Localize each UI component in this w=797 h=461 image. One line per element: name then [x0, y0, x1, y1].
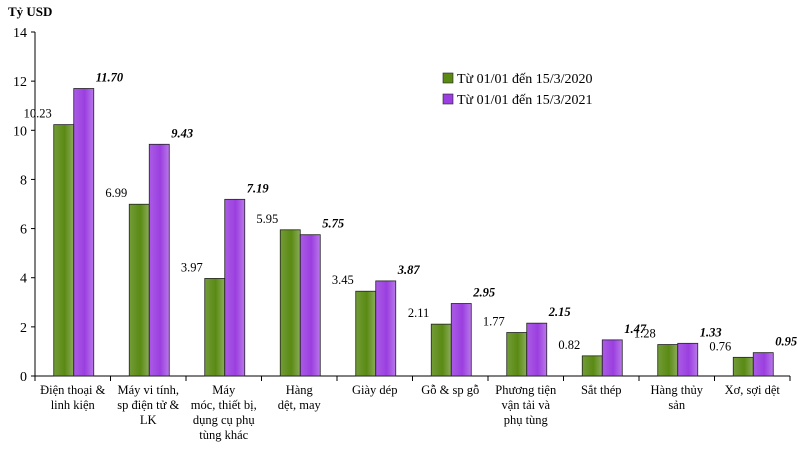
data-label-2020: 6.99 — [105, 186, 127, 200]
data-label-2020: 0.82 — [558, 338, 580, 352]
bar-2021 — [299, 234, 321, 377]
data-label-2020: 3.97 — [181, 260, 203, 274]
category-label-line: Gỗ & sp gỗ — [421, 383, 479, 397]
category-label-line: sản — [668, 398, 685, 412]
legend: Từ 01/01 đến 15/3/2020 Từ 01/01 đến 15/3/… — [442, 72, 593, 108]
legend-label: Từ 01/01 đến 15/3/2021 — [457, 93, 593, 108]
data-label-2021: 2.95 — [472, 286, 495, 300]
bar-2021 — [450, 303, 472, 377]
data-label-2021: 9.43 — [171, 126, 193, 140]
category-label-line: LK — [140, 413, 157, 427]
data-label-2021: 1.33 — [700, 325, 722, 339]
category-label-line: Máy vi tính, — [118, 383, 179, 397]
data-label-2021: 7.19 — [247, 181, 270, 195]
category-label-line: dệt, may — [278, 398, 322, 412]
data-label-2021: 1.47 — [624, 322, 647, 336]
y-tick-label: 0 — [20, 370, 27, 385]
category-label-line: linh kiện — [51, 398, 96, 412]
y-tick-label: 6 — [20, 223, 27, 238]
y-tick-label: 8 — [20, 173, 27, 188]
data-label-2020: 10.23 — [24, 107, 52, 121]
category-label-line: Giày dép — [352, 383, 397, 397]
bar-2021 — [224, 198, 246, 377]
category-label: Máy vi tính, sp điện tử & LK — [117, 383, 179, 427]
y-tick-label: 14 — [13, 26, 27, 41]
category-label-line: Điện thoại & — [40, 383, 106, 397]
data-label-2020: 1.28 — [634, 327, 656, 341]
category-label: Hàng thủy sản — [651, 383, 704, 412]
category-label-line: tùng khác — [199, 428, 248, 442]
bar-2021 — [752, 352, 774, 377]
category-label-line: Phương tiện — [495, 383, 557, 397]
category-label-line: Xơ, sợi dệt — [725, 383, 781, 397]
bar-2020 — [204, 278, 226, 377]
y-tick-label: 10 — [13, 124, 27, 139]
data-label-2021: 2.15 — [548, 305, 571, 319]
bar-2020 — [355, 290, 377, 377]
bar-2021 — [677, 342, 699, 377]
data-label-2021: 0.95 — [775, 335, 797, 349]
bar-2020 — [506, 332, 528, 377]
bar-2020 — [279, 229, 301, 377]
y-tick-label: 2 — [20, 321, 27, 336]
category-label-line: Hàng — [286, 383, 314, 397]
bar-2021 — [526, 322, 548, 377]
data-label-2020: 1.77 — [483, 315, 505, 329]
category-label: Sắt thép — [581, 383, 622, 397]
legend-swatch — [442, 72, 454, 84]
legend-swatch — [442, 93, 454, 105]
category-label-line: Hàng thủy — [651, 383, 704, 397]
category-label: Phương tiện vận tải và phụ tùng — [495, 383, 557, 427]
category-label: Hàng dệt, may — [278, 383, 322, 412]
category-label: Máy móc, thiết bị, dụng cụ phụ tùng khác — [191, 383, 257, 442]
category-label-line: dụng cụ phụ — [193, 413, 256, 427]
bar-2020 — [430, 323, 452, 377]
data-label-2020: 3.45 — [332, 273, 354, 287]
bar-2020 — [128, 203, 150, 377]
legend-label: Từ 01/01 đến 15/3/2020 — [457, 72, 593, 87]
data-labels: 10.23 11.70 6.99 9.43 3.97 7.19 5.95 5.75 3.45 3.… — [24, 71, 797, 354]
bars — [53, 88, 774, 377]
bar-2021 — [73, 88, 95, 377]
y-axis-label: Tỷ USD — [8, 4, 52, 19]
data-label-2020: 0.76 — [709, 339, 731, 353]
category-label: Gỗ & sp gỗ — [421, 383, 479, 397]
bar-2020 — [581, 355, 603, 377]
category-label-line: Sắt thép — [581, 383, 622, 397]
category-label-line: phụ tùng — [504, 413, 549, 427]
category-label-line: móc, thiết bị, — [191, 398, 257, 412]
bar-2021 — [375, 280, 397, 377]
bar-2020 — [657, 344, 679, 377]
category-label: Giày dép — [352, 383, 397, 397]
data-label-2021: 3.87 — [397, 263, 421, 277]
y-tick-label: 4 — [20, 272, 27, 287]
category-label-line: sp điện tử & — [117, 398, 179, 412]
category-labels: Điện thoại & linh kiện Máy vi tính, sp điện… — [40, 383, 780, 442]
category-label-line: vận tải và — [501, 398, 550, 412]
category-label-line: Máy — [212, 383, 236, 397]
category-label: Điện thoại & linh kiện — [40, 383, 106, 412]
bar-2020 — [732, 356, 754, 377]
bar-2020 — [53, 124, 75, 377]
category-label: Xơ, sợi dệt — [725, 383, 781, 397]
bar-2021 — [601, 339, 623, 377]
data-label-2021: 5.75 — [322, 217, 344, 231]
data-label-2020: 2.11 — [408, 306, 429, 320]
data-label-2021: 11.70 — [96, 71, 124, 85]
y-tick-label: 12 — [13, 75, 27, 90]
data-label-2020: 5.95 — [256, 212, 278, 226]
bar-2021 — [148, 143, 170, 377]
